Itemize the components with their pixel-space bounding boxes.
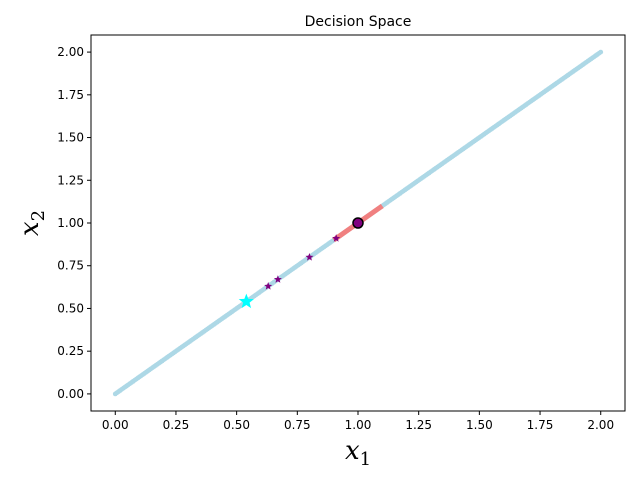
x-tick-label: 1.00 — [345, 418, 372, 432]
data-point — [598, 49, 604, 55]
star-marker — [273, 275, 282, 283]
x-tick-label: 1.25 — [405, 418, 432, 432]
x-tick-label: 2.00 — [587, 418, 614, 432]
y-tick-label: 1.25 — [57, 173, 84, 187]
best-star-marker — [238, 293, 254, 309]
x-tick-label: 0.75 — [284, 418, 311, 432]
plot-layer — [112, 49, 604, 397]
y-tick-label: 1.00 — [57, 216, 84, 230]
y-axis-ticks: 0.00 0.25 0.50 0.75 1.00 1.25 1.50 1.75 2.00 — [57, 45, 91, 401]
y-tick-label: 1.75 — [57, 88, 84, 102]
x-axis-label: x1 — [345, 436, 371, 470]
y-tick-label: 0.75 — [57, 259, 84, 273]
x-axis-ticks: 0.00 0.25 0.50 0.75 1.00 1.25 1.50 1.75 2.00 — [102, 411, 614, 432]
star-marker — [264, 282, 273, 290]
reference-point-marker — [352, 217, 364, 229]
y-tick-label: 0.00 — [57, 387, 84, 401]
y-tick-label: 0.25 — [57, 344, 84, 358]
star-marker — [332, 234, 341, 242]
y-tick-label: 1.50 — [57, 131, 84, 145]
chart-title: Decision Space — [305, 14, 412, 30]
y-tick-label: 2.00 — [57, 45, 84, 59]
x-tick-label: 1.50 — [466, 418, 493, 432]
star-marker — [305, 252, 314, 261]
x-tick-label: 1.75 — [527, 418, 554, 432]
y-tick-label: 0.50 — [57, 301, 84, 315]
x-tick-label: 0.25 — [163, 418, 190, 432]
y-axis-label: x2 — [15, 210, 49, 236]
x-tick-label: 0.50 — [223, 418, 250, 432]
x-tick-label: 0.00 — [102, 418, 129, 432]
